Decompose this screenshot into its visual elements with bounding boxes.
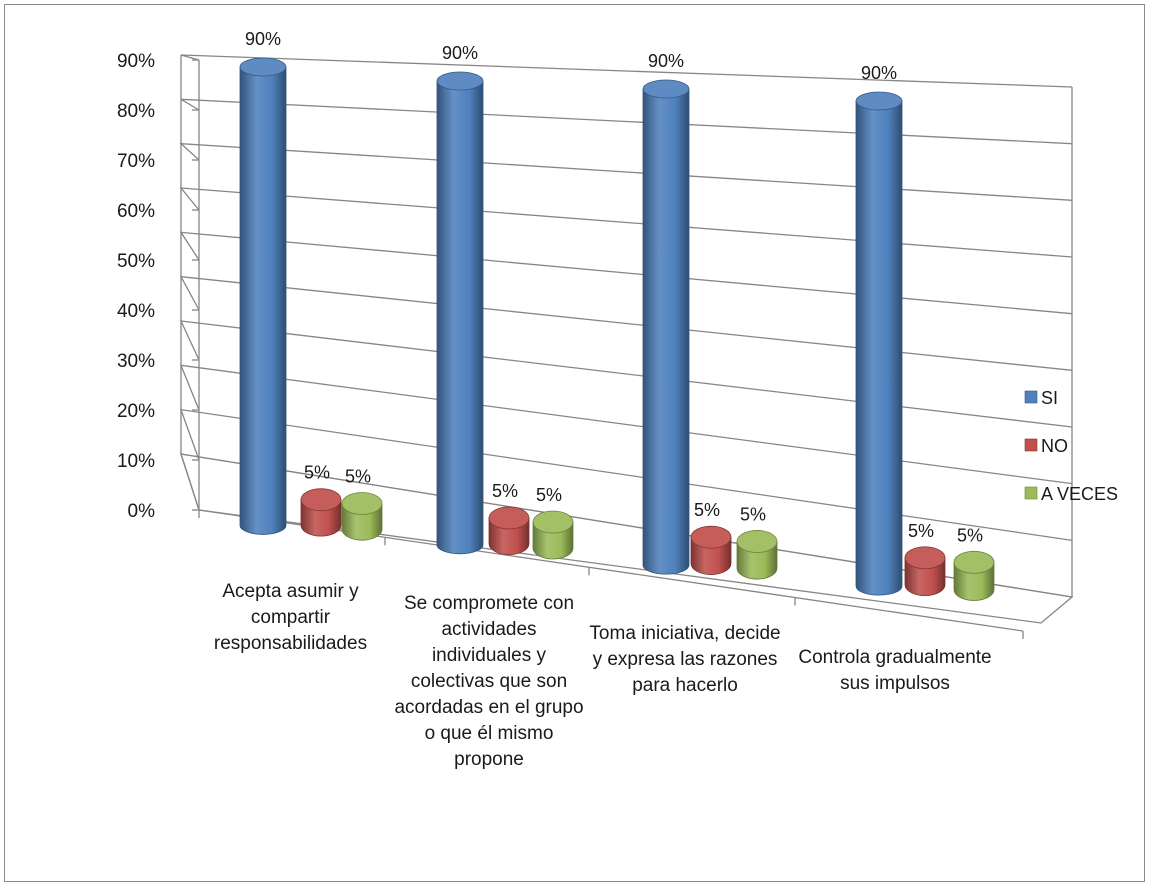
- y-tick-label: 90%: [117, 51, 155, 72]
- x-category-label: Se compromete con actividades individual…: [394, 593, 584, 770]
- legend: SI NO A VECES: [1024, 388, 1118, 504]
- gridline: [180, 98, 1073, 145]
- bars: [239, 57, 995, 601]
- y-tick-label: 50%: [117, 251, 155, 272]
- chart-frame: 0% 10% 20% 30% 40% 50% 60% 70% 80% 90% 90% 5% 5% 90%…: [4, 4, 1145, 882]
- data-label: 90%: [648, 51, 684, 71]
- gridline: [180, 54, 1073, 88]
- bar-no: [904, 546, 946, 596]
- x-category-label: Toma iniciativa, decide y expresa las ra…: [589, 623, 781, 696]
- chart-plot: 0%10%20%30%40%50%60%70%80%90% 90%5% 5%90%…: [117, 29, 1118, 639]
- gridline: [179, 231, 1073, 315]
- data-label: 5%: [304, 463, 330, 483]
- data-label: 90%: [442, 43, 478, 63]
- legend-entry: A VECES: [1041, 484, 1118, 504]
- bar-no: [690, 525, 732, 575]
- y-tick-label: 10%: [117, 451, 155, 472]
- bar-a-veces: [341, 492, 383, 541]
- y-tick-label: 60%: [117, 201, 155, 222]
- data-labels: 90% 5% 5% 90% 5% 5% 90% 5% 5% 90% 5% 5%: [245, 29, 983, 545]
- data-label: 5%: [740, 504, 766, 524]
- data-label: 5%: [536, 485, 562, 505]
- legend-entry: SI: [1041, 388, 1058, 408]
- data-label: 5%: [908, 521, 934, 541]
- bar-si: [642, 79, 690, 575]
- gridline: [179, 142, 1073, 201]
- bar-a-veces: [736, 530, 778, 580]
- gridline: [179, 320, 1073, 428]
- data-label: 5%: [694, 500, 720, 520]
- y-tick-label: 80%: [117, 101, 155, 122]
- bar-si: [436, 71, 484, 555]
- x-category-label: Acepta asumir y compartir responsabilida…: [213, 581, 368, 654]
- legend-entry: NO: [1041, 436, 1068, 456]
- x-category-label: Controla gradualmente sus impulsos: [798, 647, 992, 694]
- bar-a-veces: [532, 510, 574, 560]
- data-label: 5%: [492, 481, 518, 501]
- legend-swatch: [1024, 390, 1038, 404]
- y-tick-label: 20%: [117, 401, 155, 422]
- bar-a-veces: [953, 550, 995, 601]
- gridline: [179, 187, 1073, 258]
- y-tick-label: 0%: [128, 501, 156, 522]
- legend-swatch: [1024, 438, 1038, 452]
- bar-si: [239, 57, 287, 535]
- y-tick-label: 30%: [117, 351, 155, 372]
- bar-si: [855, 91, 903, 596]
- bar-no: [488, 506, 530, 555]
- y-tick-label: 70%: [117, 151, 155, 172]
- data-label: 5%: [345, 466, 371, 486]
- bar-no: [300, 488, 342, 537]
- data-label: 5%: [957, 525, 983, 545]
- gridline: [179, 275, 1073, 371]
- data-label: 90%: [861, 63, 897, 83]
- y-tick-label: 40%: [117, 301, 155, 322]
- legend-swatch: [1024, 486, 1038, 500]
- data-label: 90%: [245, 29, 281, 49]
- floor: [180, 453, 1074, 624]
